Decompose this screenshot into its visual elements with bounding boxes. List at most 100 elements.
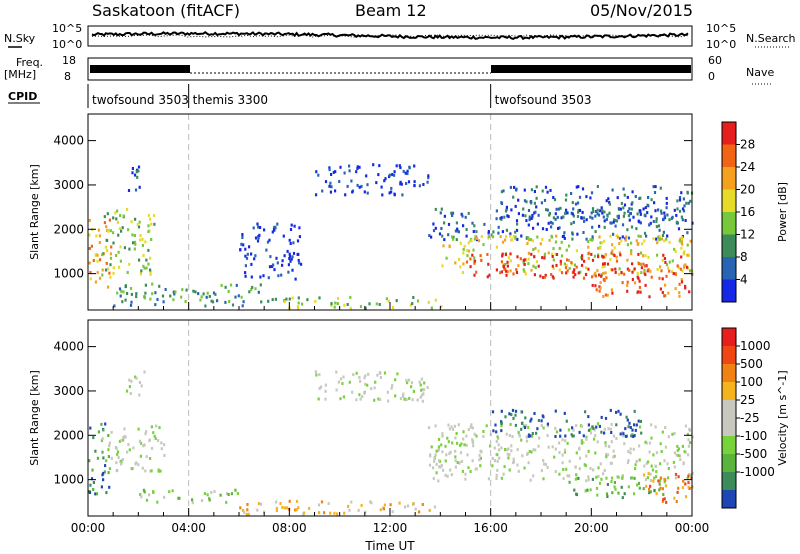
range-cell	[401, 394, 405, 398]
range-cell	[623, 211, 626, 215]
range-cell	[524, 416, 527, 420]
range-cell	[259, 283, 262, 287]
range-cell	[615, 234, 618, 238]
range-cell	[351, 390, 354, 394]
range-cell	[137, 225, 141, 229]
range-cell	[457, 230, 460, 234]
range-cell	[600, 430, 603, 434]
range-cell	[280, 273, 283, 277]
range-cell	[324, 383, 327, 387]
range-cell	[637, 234, 640, 238]
range-cell	[514, 236, 517, 240]
range-cell	[680, 191, 683, 195]
range-cell	[645, 484, 648, 488]
range-cell	[242, 509, 245, 512]
range-cell	[133, 234, 136, 237]
range-cell	[644, 254, 647, 258]
range-cell	[329, 181, 332, 185]
range-cell	[102, 478, 105, 482]
range-cell	[530, 268, 533, 272]
range-cell	[126, 450, 129, 454]
range-cell	[122, 290, 125, 294]
range-cell	[541, 227, 545, 231]
range-cell	[643, 231, 647, 235]
range-cell	[564, 434, 567, 438]
range-cell	[523, 258, 526, 262]
range-cell	[610, 288, 613, 292]
range-cell	[406, 169, 409, 173]
range-cell	[205, 295, 208, 299]
range-cell	[658, 488, 661, 492]
range-cell	[471, 438, 474, 442]
range-cell	[627, 209, 630, 213]
range-cell	[454, 459, 457, 463]
range-cell	[576, 215, 580, 218]
range-cell	[178, 496, 181, 500]
range-cell	[572, 220, 575, 224]
range-cell	[456, 441, 459, 445]
range-cell	[271, 298, 274, 302]
range-cell	[574, 202, 578, 206]
range-cell	[561, 438, 564, 442]
range-cell	[231, 303, 235, 307]
range-cell	[503, 465, 506, 469]
range-cell	[435, 462, 438, 466]
range-cell	[555, 430, 559, 434]
range-cell	[657, 208, 660, 212]
range-cell	[98, 276, 102, 280]
range-cell	[611, 476, 614, 480]
range-cell	[594, 271, 597, 275]
range-cell	[582, 276, 586, 280]
range-cell	[262, 274, 265, 278]
range-cell	[682, 209, 686, 213]
range-cell	[428, 234, 431, 237]
range-cell	[532, 474, 535, 478]
colorbar-tick-label: 16	[740, 205, 755, 219]
range-cell	[228, 300, 231, 303]
range-cell	[667, 435, 670, 439]
range-cell	[676, 444, 679, 448]
range-cell	[577, 209, 580, 212]
range-cell	[422, 388, 426, 392]
range-cell	[348, 380, 351, 384]
range-cell	[244, 254, 247, 258]
range-cell	[668, 269, 671, 273]
freq-top-tick: 18	[62, 54, 76, 67]
range-cell	[119, 259, 122, 263]
range-cell	[319, 385, 323, 389]
range-cell	[526, 451, 530, 455]
range-cell	[295, 508, 298, 512]
range-cell	[315, 193, 318, 197]
range-cell	[664, 294, 667, 298]
nsky-bottom-tick: 10^0	[52, 38, 82, 51]
range-cell	[575, 451, 578, 455]
range-cell	[584, 273, 588, 277]
range-cell	[147, 248, 150, 252]
range-cell	[601, 254, 604, 258]
range-cell	[627, 459, 630, 462]
range-cell	[505, 448, 508, 452]
range-cell	[359, 379, 362, 383]
range-cell	[509, 234, 512, 238]
range-cell	[664, 484, 668, 488]
range-cell	[649, 472, 652, 476]
range-cell	[220, 283, 223, 287]
range-cell	[504, 448, 507, 451]
range-cell	[266, 240, 270, 244]
range-cell	[343, 303, 346, 307]
range-cell	[663, 214, 666, 218]
range-cell	[273, 268, 276, 272]
range-cell	[171, 489, 174, 493]
range-cell	[117, 456, 120, 459]
range-cell	[559, 262, 562, 266]
range-cell	[473, 432, 476, 436]
range-cell	[661, 277, 664, 281]
colorbar-tick-label: 1000	[740, 339, 771, 353]
range-cell	[581, 210, 584, 214]
range-cell	[375, 302, 378, 306]
range-cell	[603, 219, 606, 223]
range-cell	[458, 257, 461, 261]
range-cell	[437, 479, 440, 483]
range-cell	[512, 457, 515, 461]
range-cell	[547, 251, 550, 255]
